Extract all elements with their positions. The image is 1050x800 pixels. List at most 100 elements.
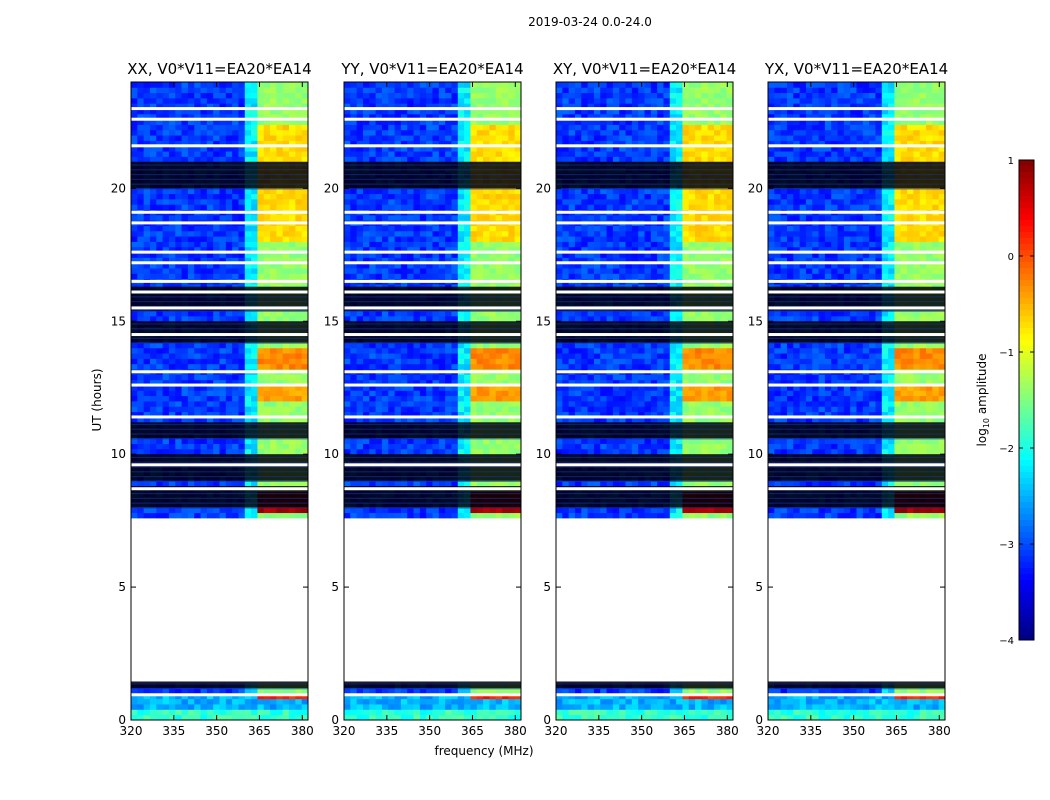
band-stripe [131,688,308,690]
heatmap-cell [175,347,182,354]
heatmap-cell [356,262,364,269]
heatmap-cell [175,119,182,125]
heatmap-cell [508,193,516,200]
heatmap-cell [445,156,452,163]
heatmap-cell [187,443,195,450]
heatmap-cell [263,225,271,232]
heatmap-cell [282,698,290,705]
heatmap-cell [295,108,303,115]
heatmap-cell [270,363,277,370]
heatmap-cell [419,113,427,120]
heatmap-cell [495,342,503,349]
heatmap-cell [168,236,176,242]
heatmap-cell [276,438,284,444]
heatmap-cell [489,145,497,152]
heatmap-cell [388,448,395,455]
heatmap-cell [413,230,421,237]
heatmap-cell [369,246,377,253]
heatmap-cell [451,714,459,721]
heatmap-cell [156,119,164,125]
heatmap-cell [168,214,176,221]
heatmap-cell [508,709,516,716]
heatmap-cell [194,353,201,359]
heatmap-cell [375,443,383,450]
heatmap-cell [289,709,296,716]
heatmap-cell [419,395,427,402]
heatmap-cell [381,347,389,354]
heatmap-cell [238,87,246,94]
heatmap-cell [187,262,195,269]
heatmap-cell [426,188,433,195]
heatmap-cell [156,416,164,423]
heatmap-cell [476,193,484,200]
heatmap-cell [464,443,471,450]
heatmap-cell [225,135,233,141]
heatmap-cell [225,273,233,280]
heatmap-cell [489,262,497,269]
heatmap-cell [451,385,459,391]
heatmap-cell [356,129,364,136]
heatmap-cell [470,262,478,269]
heatmap-cell [225,193,233,200]
heatmap-cell [356,246,364,253]
heatmap-cell [263,385,271,391]
heatmap-cell [251,87,258,94]
heatmap-cell [470,448,478,455]
heatmap-cell [295,273,303,280]
heatmap-cell [301,385,309,391]
heatmap-cell [276,198,284,205]
heatmap-cell [270,145,277,152]
heatmap-cell [200,693,208,700]
heatmap-cell [131,119,138,125]
heatmap-cell [381,129,389,136]
heatmap-cell [168,395,176,402]
heatmap-cell [413,353,421,359]
heatmap-cell [181,443,189,450]
heatmap-cell [375,693,383,700]
heatmap-cell [175,698,182,705]
heatmap-cell [206,443,214,450]
heatmap-cell [394,129,402,136]
heatmap-cell [344,241,351,248]
heatmap-cell [181,151,189,157]
heatmap-cell [301,124,309,131]
heatmap-cell [187,358,195,365]
heatmap-cell [131,204,138,210]
heatmap-cell [470,140,478,147]
heatmap-cell [301,507,309,514]
heatmap-cell [225,151,233,157]
heatmap-cell [489,230,497,237]
heatmap-cell [251,438,258,444]
heatmap-cell [502,145,509,152]
heatmap-cell [413,252,421,258]
heatmap-cell [394,262,402,269]
heatmap-cell [295,363,303,370]
heatmap-cell [137,230,145,237]
heatmap-cell [251,204,258,210]
heatmap-cell [263,119,271,125]
heatmap-cell [413,480,421,487]
heatmap-cell [495,411,503,418]
heatmap-cell [438,273,446,280]
heatmap-cell [502,113,509,120]
heatmap-cell [457,353,465,359]
heatmap-cell [200,704,208,710]
heatmap-cell [502,416,509,423]
heatmap-cell [225,342,233,349]
heatmap-cell [295,448,303,455]
heatmap-cell [219,193,227,200]
heatmap-cell [483,688,490,694]
heatmap-cell [301,198,309,205]
heatmap-cell [276,214,284,221]
heatmap-cell [381,709,389,716]
heatmap-cell [200,241,208,248]
heatmap-cell [232,140,239,147]
heatmap-cell [470,108,478,115]
heatmap-cell [181,374,189,381]
heatmap-cell [344,704,351,710]
heatmap-cell [476,108,484,115]
heatmap-cell [289,379,296,386]
heatmap-cell [301,693,309,700]
heatmap-cell [438,119,446,125]
heatmap-cell [432,97,440,104]
